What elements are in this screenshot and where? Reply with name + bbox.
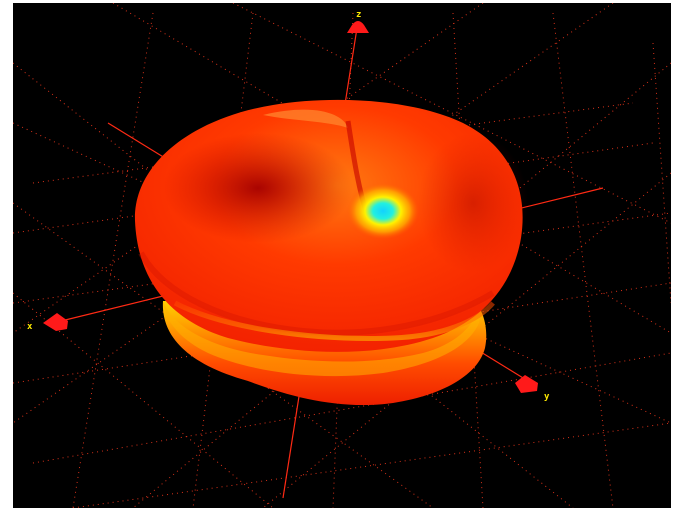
radiation-pattern-surface: [134, 99, 528, 352]
x-axis-label: x: [27, 322, 33, 332]
z-axis-label: z: [356, 10, 362, 20]
3d-viewport[interactable]: z x y: [13, 3, 671, 508]
arrow-marker-z[interactable]: [347, 21, 369, 33]
scene-canvas: [13, 3, 671, 508]
null-dimple: [347, 183, 419, 239]
grid-plane: [13, 3, 671, 508]
shadow-lobe: [163, 133, 353, 243]
arrow-marker-y[interactable]: [515, 375, 538, 393]
arrow-marker-x[interactable]: [43, 313, 68, 331]
y-axis-label: y: [544, 392, 550, 402]
